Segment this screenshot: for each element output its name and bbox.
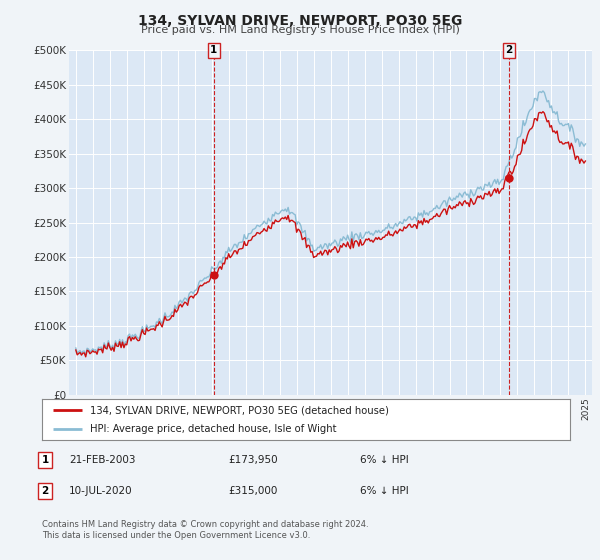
Text: HPI: Average price, detached house, Isle of Wight: HPI: Average price, detached house, Isle… [89, 424, 336, 433]
Text: This data is licensed under the Open Government Licence v3.0.: This data is licensed under the Open Gov… [42, 531, 310, 540]
Text: 2: 2 [41, 486, 49, 496]
Text: 6% ↓ HPI: 6% ↓ HPI [360, 455, 409, 465]
Text: 6% ↓ HPI: 6% ↓ HPI [360, 486, 409, 496]
Text: Contains HM Land Registry data © Crown copyright and database right 2024.: Contains HM Land Registry data © Crown c… [42, 520, 368, 529]
Text: 1: 1 [210, 45, 217, 55]
Text: 21-FEB-2003: 21-FEB-2003 [69, 455, 136, 465]
Text: 10-JUL-2020: 10-JUL-2020 [69, 486, 133, 496]
Text: 1: 1 [41, 455, 49, 465]
Text: £173,950: £173,950 [228, 455, 278, 465]
Text: Price paid vs. HM Land Registry's House Price Index (HPI): Price paid vs. HM Land Registry's House … [140, 25, 460, 35]
Text: £315,000: £315,000 [228, 486, 277, 496]
Text: 134, SYLVAN DRIVE, NEWPORT, PO30 5EG (detached house): 134, SYLVAN DRIVE, NEWPORT, PO30 5EG (de… [89, 405, 388, 415]
Text: 134, SYLVAN DRIVE, NEWPORT, PO30 5EG: 134, SYLVAN DRIVE, NEWPORT, PO30 5EG [138, 14, 462, 28]
Text: 2: 2 [505, 45, 512, 55]
